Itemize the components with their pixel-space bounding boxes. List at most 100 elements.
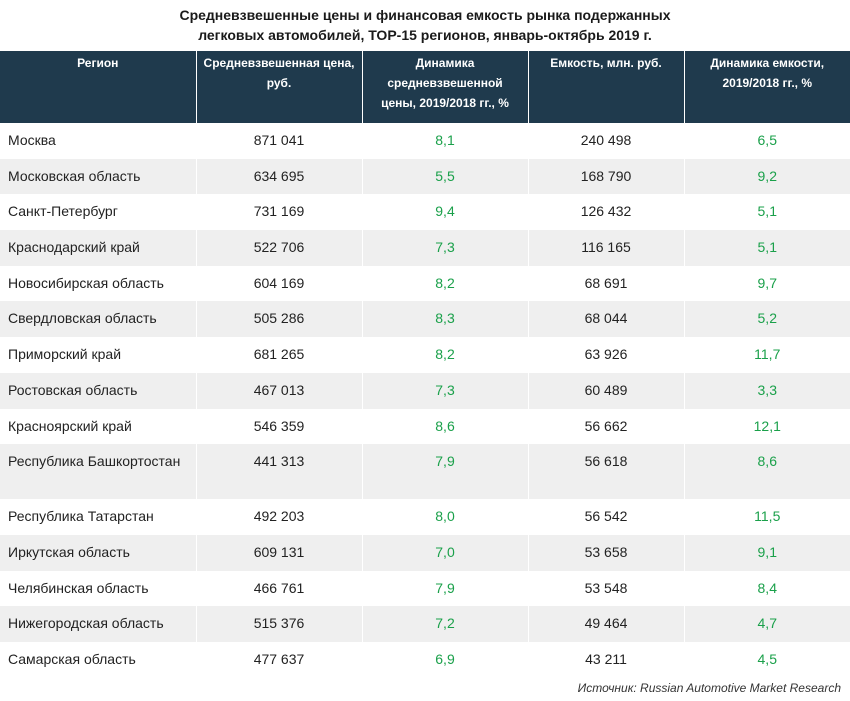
region-cell: Нижегородская область xyxy=(0,606,197,642)
capacity-cell: 53 548 xyxy=(528,570,685,607)
region-cell: Новосибирская область xyxy=(0,265,197,302)
capacity-dynamics-cell: 9,2 xyxy=(684,158,850,195)
header-capacity-dynamics: Динамика емкости, 2019/2018 гг., % xyxy=(684,51,850,123)
table-row: Москва 871 041 8,1 240 498 6,5 xyxy=(0,123,850,159)
table-row: Санкт-Петербург 731 169 9,4 126 432 5,1 xyxy=(0,194,850,231)
title-line-1: Средневзвешенные цены и финансовая емкос… xyxy=(179,7,671,23)
regions-table: Регион Средневзвешенная цена, руб. Динам… xyxy=(0,51,850,678)
header-row: Регион Средневзвешенная цена, руб. Динам… xyxy=(0,51,850,123)
table-title: Средневзвешенные цены и финансовая емкос… xyxy=(0,0,850,43)
region-cell: Иркутская область xyxy=(0,534,197,571)
capacity-dynamics-cell: 8,4 xyxy=(757,579,777,596)
avg-price-cell: 466 761 xyxy=(196,570,363,607)
table-row: Республика Татарстан 492 203 8,0 56 542 11,5 xyxy=(0,499,850,535)
region-cell: Республика Башкортостан xyxy=(0,444,197,500)
table-row: Ростовская область 467 013 7,3 60 489 3,3 xyxy=(0,372,850,409)
capacity-dynamics-cell: 5,2 xyxy=(684,301,850,338)
capacity-dynamics-cell: 5,1 xyxy=(684,230,850,266)
avg-price-cell: 609 131 xyxy=(196,534,363,571)
price-dynamics-cell: 7,3 xyxy=(362,372,529,409)
capacity-cell: 56 618 xyxy=(528,444,685,500)
table-row: Московская область 634 695 5,5 168 790 9,2 xyxy=(0,158,850,195)
region-cell: Московская область xyxy=(0,158,197,195)
price-dynamics-cell: 6,9 xyxy=(362,641,529,678)
avg-price-cell: 477 637 xyxy=(196,641,363,678)
region-cell: Челябинская область xyxy=(0,570,197,607)
price-dynamics-cell: 8,3 xyxy=(362,301,529,338)
capacity-cell: 56 542 xyxy=(528,499,685,535)
price-dynamics-cell: 8,0 xyxy=(362,499,529,535)
header-avg-price: Средневзвешенная цена, руб. xyxy=(196,51,363,123)
price-dynamics-cell: 9,4 xyxy=(362,194,529,231)
capacity-dynamics-cell: 12,1 xyxy=(753,417,781,434)
capacity-dynamics-cell: 4,7 xyxy=(684,606,850,642)
capacity-cell: 240 498 xyxy=(528,123,685,159)
price-dynamics-cell: 8,6 xyxy=(362,408,529,445)
avg-price-cell: 604 169 xyxy=(196,265,363,302)
region-cell: Свердловская область xyxy=(0,301,197,338)
table-row: Нижегородская область 515 376 7,2 49 464 4,7 xyxy=(0,606,850,642)
avg-price-cell: 522 706 xyxy=(196,230,363,266)
region-cell: Краснодарский край xyxy=(0,230,197,266)
capacity-cell: 49 464 xyxy=(528,606,685,642)
avg-price-cell: 492 203 xyxy=(196,499,363,535)
price-dynamics-cell: 7,9 xyxy=(362,444,529,500)
price-dynamics-cell: 5,5 xyxy=(362,158,529,195)
capacity-cell: 53 658 xyxy=(528,534,685,571)
avg-price-cell: 546 359 xyxy=(196,408,363,445)
capacity-cell: 68 691 xyxy=(528,265,685,302)
capacity-cell: 60 489 xyxy=(528,372,685,409)
table-row: Самарская область 477 637 6,9 43 211 4,5 xyxy=(0,641,850,678)
header-capacity: Емкость, млн. руб. xyxy=(528,51,685,123)
region-cell: Ростовская область xyxy=(0,372,197,409)
avg-price-cell: 634 695 xyxy=(196,158,363,195)
capacity-dynamics-cell: 5,1 xyxy=(757,203,777,220)
capacity-dynamics-cell: 6,5 xyxy=(757,132,777,148)
avg-price-cell: 871 041 xyxy=(196,123,363,159)
table-row: Иркутская область 609 131 7,0 53 658 9,1 xyxy=(0,534,850,571)
capacity-dynamics-cell: 8,6 xyxy=(684,444,850,500)
capacity-cell: 43 211 xyxy=(528,641,685,678)
region-cell: Республика Татарстан xyxy=(0,499,197,535)
avg-price-cell: 681 265 xyxy=(196,337,363,373)
table-row: Свердловская область 505 286 8,3 68 044 5,2 xyxy=(0,301,850,338)
region-cell: Красноярский край xyxy=(0,408,197,445)
source-note: Источник: Russian Automotive Market Rese… xyxy=(577,681,841,695)
price-dynamics-cell: 7,2 xyxy=(362,606,529,642)
price-dynamics-cell: 8,2 xyxy=(362,265,529,302)
avg-price-cell: 467 013 xyxy=(196,372,363,409)
avg-price-cell: 515 376 xyxy=(196,606,363,642)
price-dynamics-cell: 7,3 xyxy=(362,230,529,266)
capacity-dynamics-cell: 4,5 xyxy=(757,650,777,667)
avg-price-cell: 505 286 xyxy=(196,301,363,338)
table-row: Новосибирская область 604 169 8,2 68 691 9,7 xyxy=(0,265,850,302)
capacity-dynamics-cell: 11,5 xyxy=(754,508,781,525)
table-row: Краснодарский край 522 706 7,3 116 165 5,1 xyxy=(0,230,850,266)
table-row: Приморский край 681 265 8,2 63 926 11,7 xyxy=(0,337,850,373)
capacity-cell: 56 662 xyxy=(528,408,685,445)
region-cell: Санкт-Петербург xyxy=(0,194,197,231)
capacity-cell: 126 432 xyxy=(528,194,685,231)
region-cell: Приморский край xyxy=(0,337,197,373)
region-cell: Москва xyxy=(0,123,197,159)
table-row: Челябинская область 466 761 7,9 53 548 8,4 xyxy=(0,570,850,607)
avg-price-cell: 731 169 xyxy=(196,194,363,231)
region-cell: Самарская область xyxy=(0,641,197,678)
capacity-dynamics-cell: 9,7 xyxy=(757,274,777,291)
table-row: Республика Башкортостан 441 313 7,9 56 618 8… xyxy=(0,444,850,500)
header-region: Регион xyxy=(0,51,197,123)
avg-price-cell: 441 313 xyxy=(196,444,363,500)
header-price-dynamics: Динамика средневзвешенной цены, 2019/201… xyxy=(362,51,529,123)
capacity-cell: 63 926 xyxy=(528,337,685,373)
price-dynamics-cell: 7,0 xyxy=(362,534,529,571)
title-line-2: легковых автомобилей, ТОР-15 регионов, я… xyxy=(198,27,652,43)
price-dynamics-cell: 7,9 xyxy=(362,570,529,607)
capacity-dynamics-cell: 3,3 xyxy=(684,372,850,409)
table-row: Красноярский край 546 359 8,6 56 662 12,1 xyxy=(0,408,850,445)
capacity-cell: 68 044 xyxy=(528,301,685,338)
capacity-cell: 168 790 xyxy=(528,158,685,195)
capacity-dynamics-cell: 11,7 xyxy=(754,346,781,363)
price-dynamics-cell: 8,2 xyxy=(362,337,529,373)
capacity-cell: 116 165 xyxy=(528,230,685,266)
capacity-dynamics-cell: 9,1 xyxy=(684,534,850,571)
